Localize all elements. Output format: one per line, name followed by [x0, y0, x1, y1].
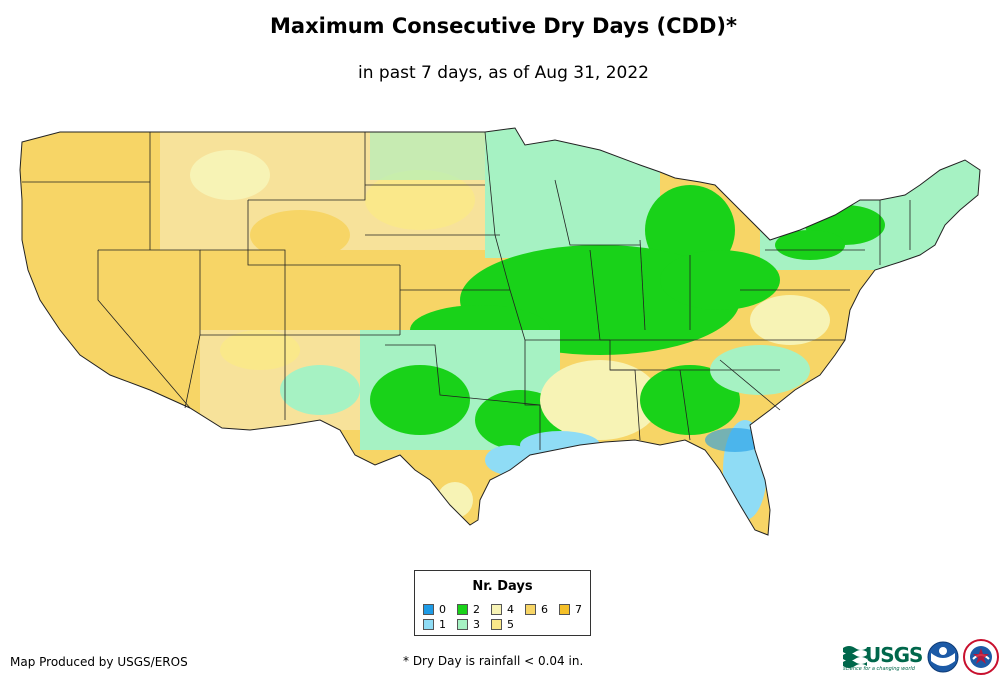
- legend-label: 5: [507, 618, 514, 631]
- legend-item-3: 3: [457, 618, 480, 631]
- legend-swatch: [457, 604, 468, 615]
- legend-swatch: [423, 619, 434, 630]
- footnote-text: * Dry Day is rainfall < 0.04 in.: [403, 654, 584, 668]
- state-boundaries: [22, 131, 911, 450]
- legend-item-7: 7: [559, 603, 582, 616]
- legend-label: 6: [541, 603, 548, 616]
- legend-item-2: 2: [457, 603, 480, 616]
- usgs-wave-icon: [843, 646, 867, 668]
- map-subtitle: in past 7 days, as of Aug 31, 2022: [358, 63, 649, 83]
- legend-swatch: [423, 604, 434, 615]
- legend-label: 3: [473, 618, 480, 631]
- usgs-logo: USGS: [865, 643, 923, 667]
- credit-text: Map Produced by USGS/EROS: [10, 655, 188, 669]
- legend-swatch: [525, 604, 536, 615]
- legend-item-5: 5: [491, 618, 514, 631]
- legend-swatch: [491, 619, 502, 630]
- legend-swatch: [491, 604, 502, 615]
- logo-strip: USGS science for a changing world: [843, 639, 1003, 679]
- legend-swatch: [559, 604, 570, 615]
- rainfall-regions: [20, 128, 980, 520]
- legend: Nr. Days 0 1 2 3 4 5 6 7: [414, 570, 591, 636]
- legend-label: 4: [507, 603, 514, 616]
- legend-label: 7: [575, 603, 582, 616]
- us-map-svg: [19, 127, 981, 536]
- legend-label: 1: [439, 618, 446, 631]
- legend-item-6: 6: [525, 603, 548, 616]
- legend-title: Nr. Days: [472, 579, 533, 594]
- nws-logo-icon: [963, 639, 999, 675]
- usgs-tagline: science for a changing world: [843, 666, 915, 672]
- legend-item-4: 4: [491, 603, 514, 616]
- legend-swatch: [457, 619, 468, 630]
- us-map: [0, 120, 1007, 550]
- legend-item-0: 0: [423, 603, 446, 616]
- legend-item-1: 1: [423, 618, 446, 631]
- legend-label: 2: [473, 603, 480, 616]
- noaa-logo-icon: [927, 641, 959, 673]
- legend-label: 0: [439, 603, 446, 616]
- map-title: Maximum Consecutive Dry Days (CDD)*: [270, 14, 737, 38]
